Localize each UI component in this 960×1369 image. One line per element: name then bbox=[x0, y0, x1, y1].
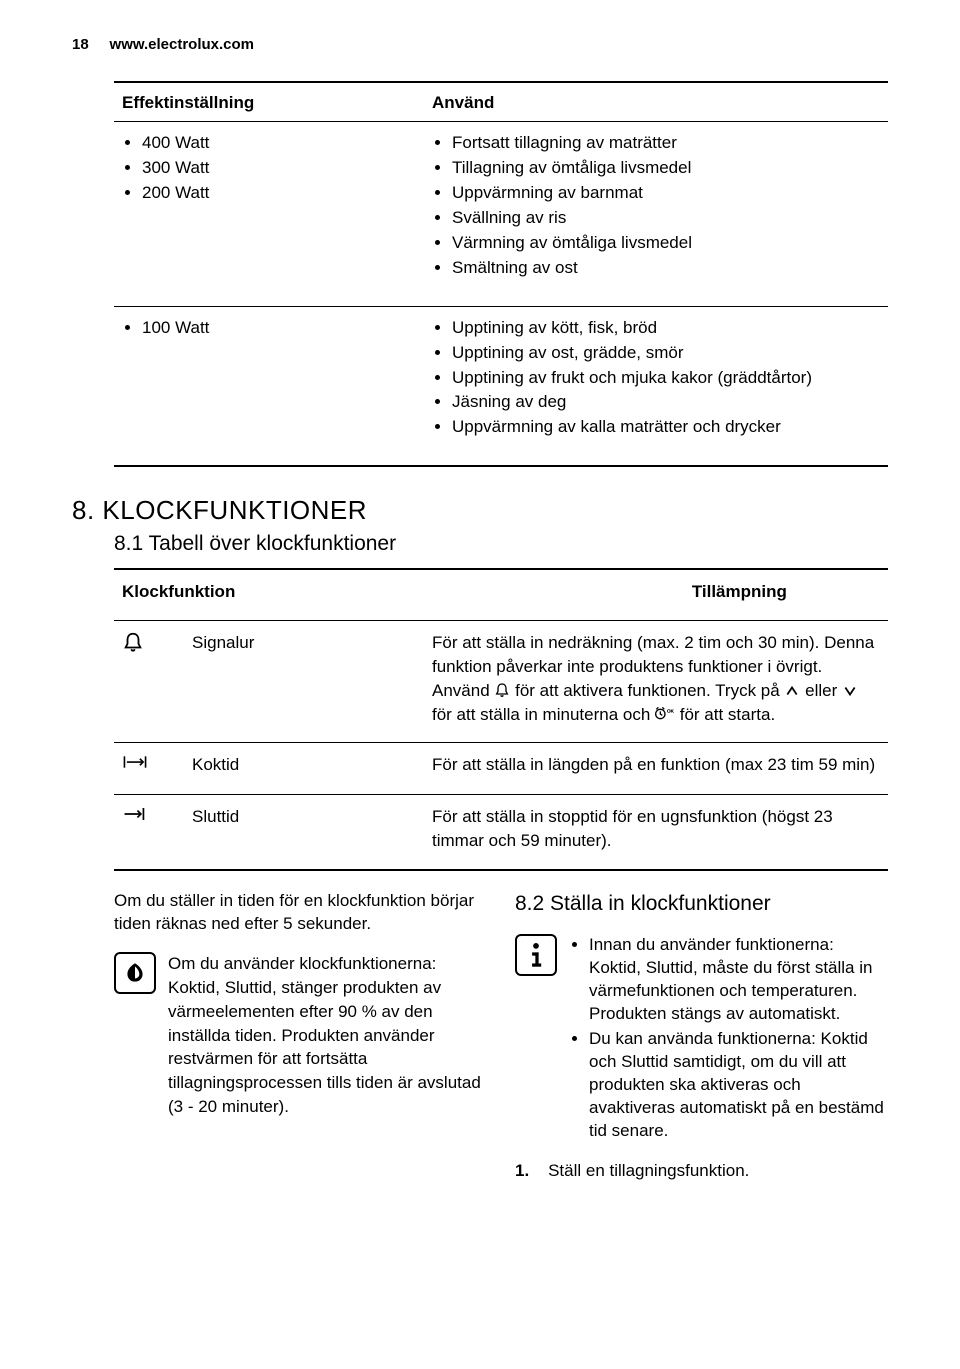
note-right-item: Innan du använder funktionerna: Koktid, … bbox=[589, 934, 888, 1026]
end-icon bbox=[114, 795, 184, 869]
clock-desc-2: För att ställa in stopptid för en ugnsfu… bbox=[424, 795, 888, 869]
uses-list-0: Fortsatt tillagning av maträtter Tillagn… bbox=[432, 132, 880, 280]
info-icon bbox=[515, 934, 557, 976]
levels-list-1: 100 Watt bbox=[122, 317, 416, 340]
step-1: 1. Ställ en tillagningsfunktion. bbox=[515, 1159, 888, 1183]
left-column: Om du ställer in tiden för en klockfunkt… bbox=[114, 889, 487, 1183]
page-header: 18 www.electrolux.com bbox=[72, 36, 888, 53]
use-item: Upptining av kött, fisk, bröd bbox=[452, 317, 880, 340]
level-item: 200 Watt bbox=[142, 182, 416, 205]
up-chevron-icon bbox=[784, 681, 800, 700]
clock-row-0: Signalur För att ställa in nedräkning (m… bbox=[114, 621, 888, 742]
step-1-text: Ställ en tillagningsfunktion. bbox=[548, 1161, 749, 1180]
clock-desc-0b4: för att ställa in minuterna och bbox=[432, 705, 655, 724]
clock-desc-0: För att ställa in nedräkning (max. 2 tim… bbox=[424, 621, 888, 742]
subsection-8-2-title: 8.2 Ställa in klockfunktioner bbox=[515, 889, 888, 918]
section-8-title: 8. KLOCKFUNKTIONER bbox=[72, 495, 888, 526]
use-item: Värmning av ömtåliga livsmedel bbox=[452, 232, 880, 255]
clock-desc-0b3: eller bbox=[805, 681, 842, 700]
clock-desc-0b2: för att aktivera funktionen. Tryck på bbox=[515, 681, 784, 700]
step-1-num: 1. bbox=[515, 1161, 529, 1180]
note-right-text: Innan du använder funktionerna: Koktid, … bbox=[569, 934, 888, 1144]
power-table-wrap: Effektinställning Använd 400 Watt 300 Wa… bbox=[114, 81, 888, 467]
right-column: 8.2 Ställa in klockfunktioner Innan du a… bbox=[515, 889, 888, 1183]
use-item: Smältning av ost bbox=[452, 257, 880, 280]
power-col2-header: Använd bbox=[424, 83, 888, 121]
note-right: Innan du använder funktionerna: Koktid, … bbox=[515, 934, 888, 1144]
power-table: Effektinställning Använd bbox=[114, 83, 888, 121]
use-item: Uppvärmning av kalla maträtter och dryck… bbox=[452, 416, 880, 439]
use-item: Uppvärmning av barnmat bbox=[452, 182, 880, 205]
bell-icon bbox=[114, 621, 184, 742]
down-chevron-icon bbox=[842, 681, 858, 700]
use-item: Fortsatt tillagning av maträtter bbox=[452, 132, 880, 155]
level-item: 300 Watt bbox=[142, 157, 416, 180]
header-url: www.electrolux.com bbox=[110, 36, 255, 53]
note-left: Om du använder klockfunktionerna: Koktid… bbox=[114, 952, 487, 1119]
uses-list-1: Upptining av kött, fisk, bröd Upptining … bbox=[432, 317, 880, 440]
clock-table-head: Klockfunktion Tillämpning bbox=[114, 570, 888, 620]
page: 18 www.electrolux.com Effektinställning … bbox=[0, 0, 960, 1218]
clock-col2-header: Tillämpning bbox=[684, 570, 888, 620]
power-row-0: 400 Watt 300 Watt 200 Watt Fortsatt till… bbox=[114, 122, 888, 306]
clock-col1-header: Klockfunktion bbox=[114, 570, 684, 620]
clock-row-1: Koktid För att ställa in längden på en f… bbox=[114, 743, 888, 794]
svg-text:OK: OK bbox=[667, 708, 675, 713]
bell-icon-inline bbox=[494, 681, 510, 700]
clock-label-2: Sluttid bbox=[184, 795, 424, 869]
level-item: 400 Watt bbox=[142, 132, 416, 155]
clock-desc-0a: För att ställa in nedräkning (max. 2 tim… bbox=[432, 633, 874, 676]
clock-label-1: Koktid bbox=[184, 743, 424, 794]
clock-label-0: Signalur bbox=[184, 621, 424, 742]
bottom-columns: Om du ställer in tiden för en klockfunkt… bbox=[114, 889, 888, 1183]
clock-desc-0b5: för att starta. bbox=[680, 705, 775, 724]
note-right-item: Du kan använda funktionerna: Koktid och … bbox=[589, 1028, 888, 1143]
clock-row-2: Sluttid För att ställa in stopptid för e… bbox=[114, 795, 888, 869]
power-row-1: 100 Watt Upptining av kött, fisk, bröd U… bbox=[114, 307, 888, 466]
use-item: Tillagning av ömtåliga livsmedel bbox=[452, 157, 880, 180]
level-item: 100 Watt bbox=[142, 317, 416, 340]
page-number: 18 bbox=[72, 36, 89, 53]
note-left-text: Om du använder klockfunktionerna: Koktid… bbox=[168, 952, 487, 1119]
clock-desc-1: För att ställa in längden på en funktion… bbox=[424, 743, 888, 794]
use-item: Upptining av frukt och mjuka kakor (gräd… bbox=[452, 367, 880, 390]
eco-icon bbox=[114, 952, 156, 994]
clock-desc-0b1: Använd bbox=[432, 681, 494, 700]
use-item: Svällning av ris bbox=[452, 207, 880, 230]
subsection-8-1-title: 8.1 Tabell över klockfunktioner bbox=[114, 532, 888, 556]
para-left-1: Om du ställer in tiden för en klockfunkt… bbox=[114, 889, 487, 937]
clock-ok-icon: OK bbox=[655, 705, 675, 724]
levels-list-0: 400 Watt 300 Watt 200 Watt bbox=[122, 132, 416, 205]
power-col1-header: Effektinställning bbox=[114, 83, 424, 121]
duration-icon bbox=[114, 743, 184, 794]
clock-table-wrap: Klockfunktion Tillämpning Signalur För a… bbox=[114, 568, 888, 870]
use-item: Jäsning av deg bbox=[452, 391, 880, 414]
use-item: Upptining av ost, grädde, smör bbox=[452, 342, 880, 365]
